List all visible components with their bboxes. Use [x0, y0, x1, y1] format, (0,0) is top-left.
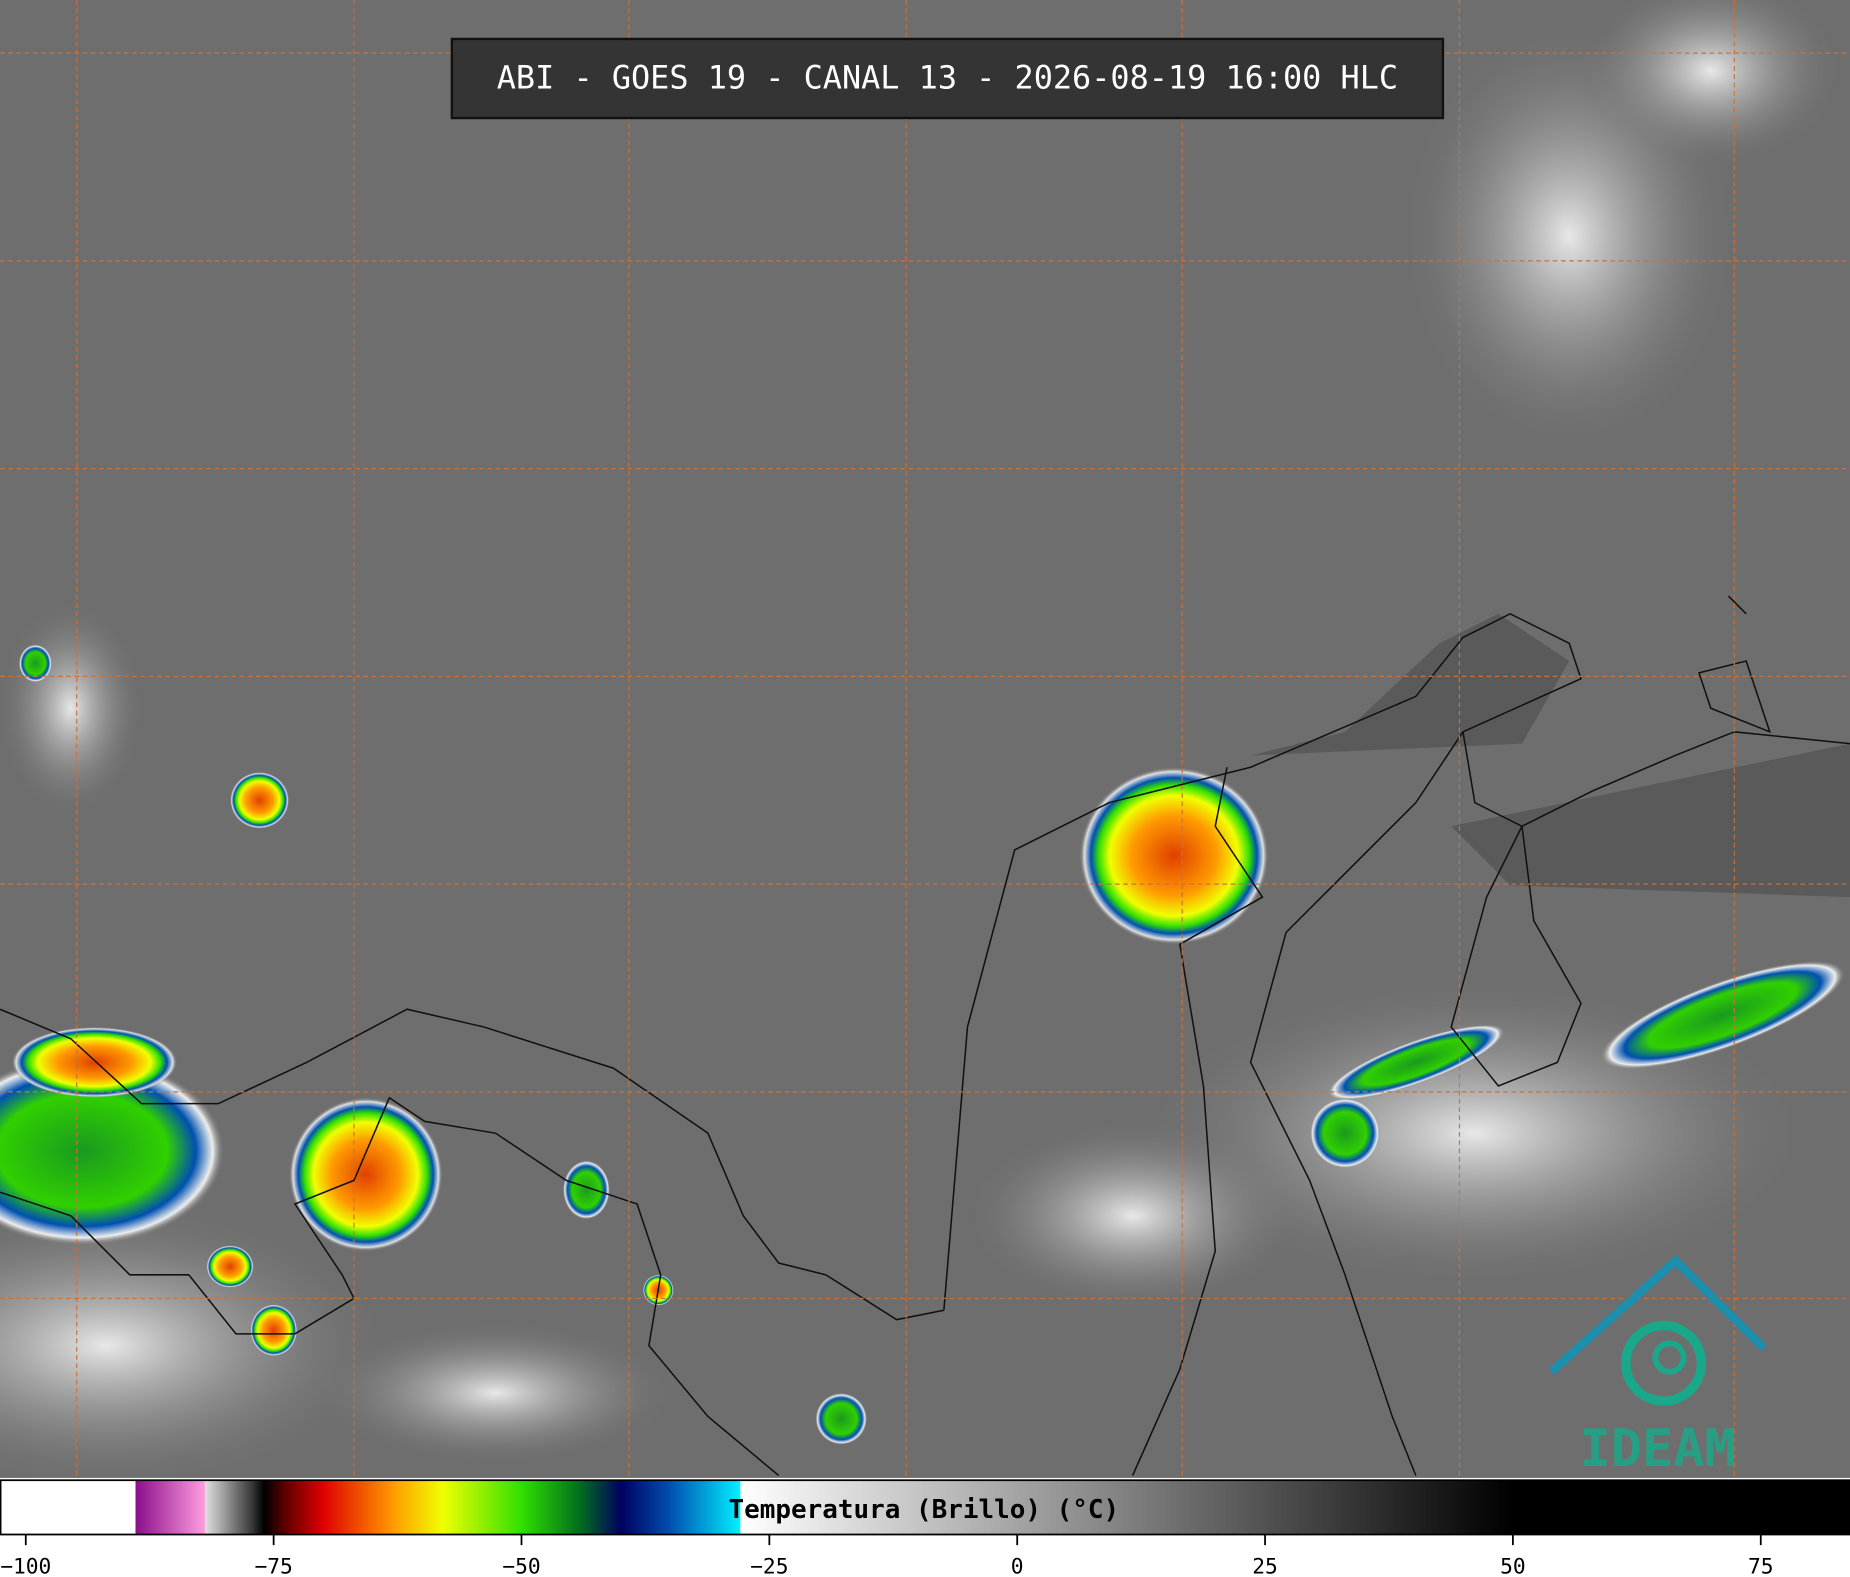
tick-label: 50: [1500, 1554, 1526, 1577]
colorbar-segment: [580, 1480, 622, 1535]
title-box: [450, 37, 1445, 120]
colorbar-segment: [135, 1480, 205, 1535]
tick-label: −100: [0, 1554, 51, 1577]
colorbar-segment: [620, 1480, 671, 1535]
colorbar-segment: [670, 1480, 741, 1535]
colorbar-segment: [323, 1480, 394, 1535]
colorbar: −100 −75 −50 −25 0 25 50 75: [0, 1479, 1850, 1577]
colorbar-segment: [205, 1480, 255, 1535]
tick-label: 0: [1011, 1554, 1024, 1577]
colorbar-segment: [1512, 1480, 1850, 1535]
colorbar-frame: [0, 1479, 1850, 1536]
colorbar-segment: [134, 1480, 137, 1535]
colorbar-segment: [0, 1480, 136, 1535]
colorbar-segment: [739, 1480, 742, 1535]
colorbar-segment: [204, 1480, 206, 1535]
logo-text: IDEAM: [1580, 1419, 1736, 1479]
colorbar-segment: [392, 1480, 443, 1535]
cloud-features: [0, 0, 1850, 1488]
tick-label: −25: [750, 1554, 788, 1577]
logo: IDEAM: [1548, 1254, 1767, 1479]
colorbar-segment: [263, 1480, 285, 1535]
tick-label: −75: [254, 1554, 292, 1577]
colorbar-label: Temperatura (Brillo) (°C): [729, 1495, 1120, 1525]
coastlines: [0, 595, 1850, 1477]
colorbar-segment: [521, 1480, 582, 1535]
tick-label: −50: [502, 1554, 540, 1577]
tick-label: 25: [1252, 1554, 1278, 1577]
colorbar-segment: [283, 1480, 324, 1535]
colorbar-segment: [442, 1480, 523, 1535]
title: ABI - GOES 19 - CANAL 13 - 2026-08-19 16…: [497, 59, 1398, 97]
colorbar-segment: [253, 1480, 265, 1535]
colorbar-segment: [740, 1480, 1514, 1535]
tick-label: 75: [1748, 1554, 1774, 1577]
